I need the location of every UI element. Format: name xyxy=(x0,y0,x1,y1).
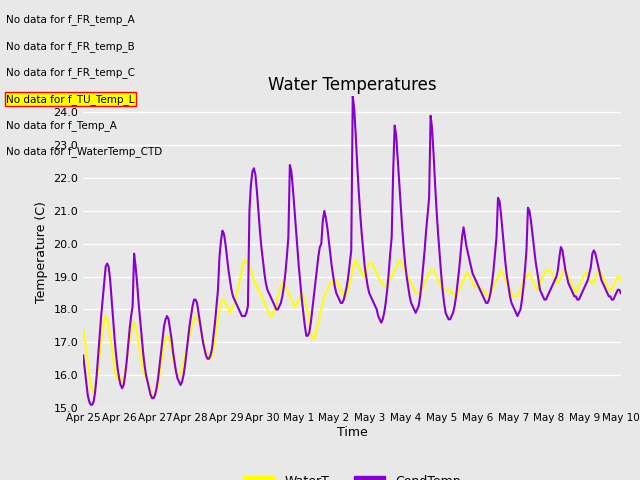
Text: No data for f_Temp_A: No data for f_Temp_A xyxy=(6,120,117,131)
CondTemp xyxy=(268,297,276,302)
CondTemp xyxy=(617,290,625,296)
Text: No data for f_TU_Temp_L: No data for f_TU_Temp_L xyxy=(0,479,1,480)
WaterT xyxy=(145,382,153,388)
CondTemp xyxy=(316,244,324,250)
X-axis label: Time: Time xyxy=(337,426,367,439)
CondTemp xyxy=(241,313,249,319)
WaterT xyxy=(260,300,268,306)
CondTemp xyxy=(79,353,87,359)
CondTemp xyxy=(259,257,267,263)
WaterT xyxy=(269,310,277,316)
Text: No data for f_FR_temp_A: No data for f_FR_temp_A xyxy=(6,14,135,25)
Text: No data for f_FR_temp_B: No data for f_FR_temp_B xyxy=(6,41,135,52)
Text: No data for f_FR_temp_C: No data for f_FR_temp_C xyxy=(6,67,136,78)
WaterT xyxy=(317,307,325,312)
Text: No data for f_TU_Temp_L: No data for f_TU_Temp_L xyxy=(6,94,135,105)
WaterT xyxy=(241,257,249,263)
WaterT xyxy=(148,392,156,398)
Legend: WaterT, CondTemp: WaterT, CondTemp xyxy=(238,470,466,480)
WaterT xyxy=(590,280,598,286)
CondTemp xyxy=(590,248,598,253)
Text: No data for f_WaterTemp_CTD: No data for f_WaterTemp_CTD xyxy=(6,146,163,157)
CondTemp xyxy=(349,93,356,99)
Y-axis label: Temperature (C): Temperature (C) xyxy=(35,201,48,303)
WaterT xyxy=(617,277,625,283)
CondTemp xyxy=(147,392,154,398)
Line: WaterT: WaterT xyxy=(83,260,621,395)
WaterT xyxy=(243,257,250,263)
WaterT xyxy=(79,326,87,332)
Title: Water Temperatures: Water Temperatures xyxy=(268,76,436,95)
Line: CondTemp: CondTemp xyxy=(83,96,621,405)
CondTemp xyxy=(87,402,95,408)
